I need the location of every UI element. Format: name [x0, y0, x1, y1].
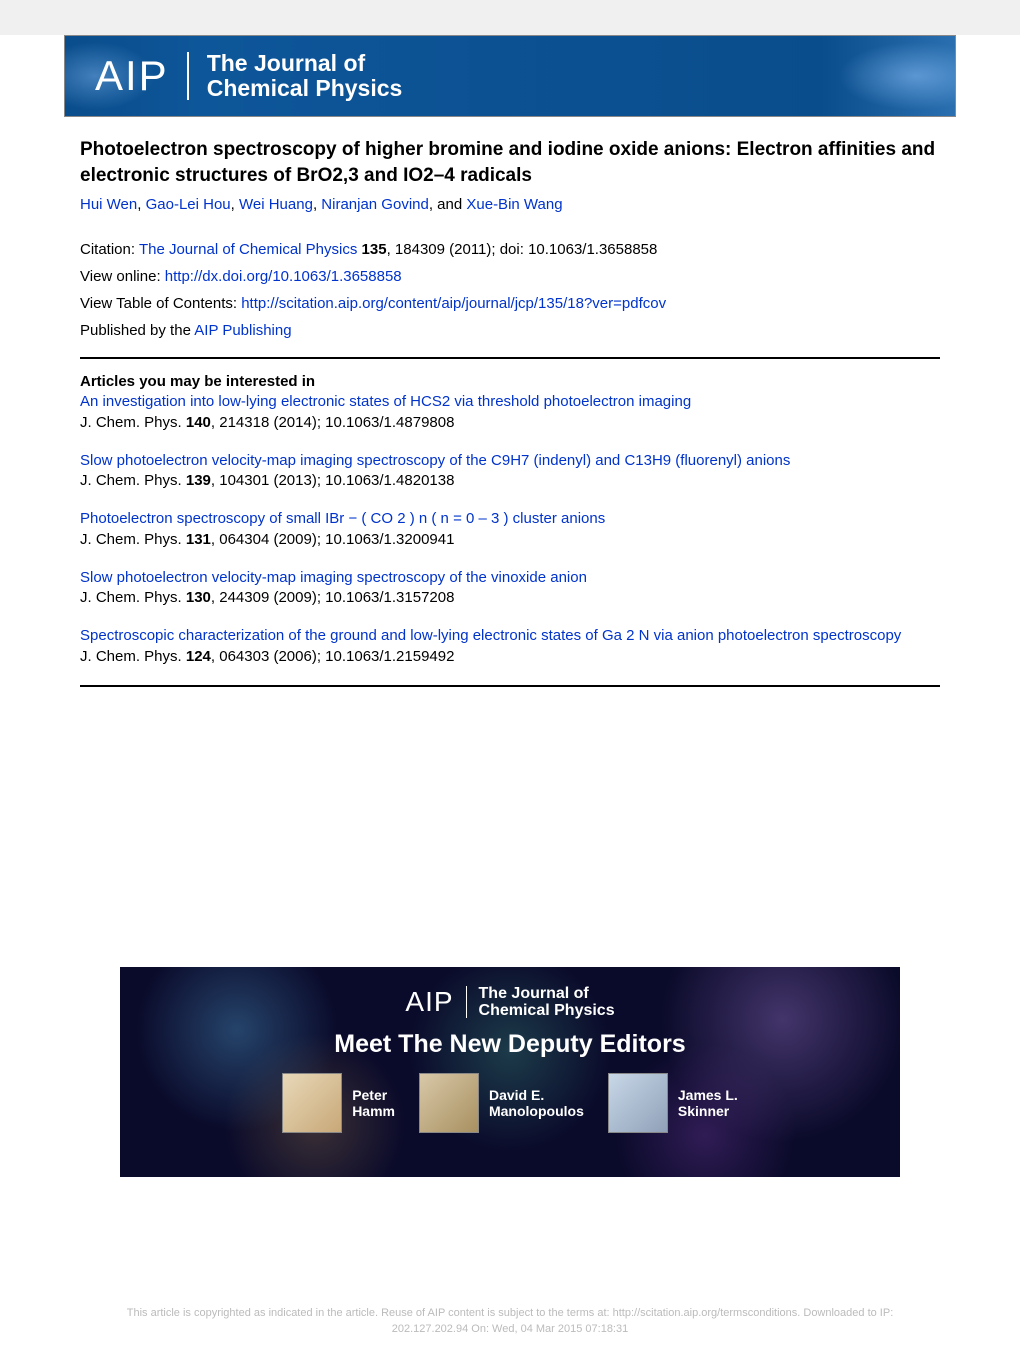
copyright-footer: This article is copyrighted as indicated…	[0, 1306, 1020, 1337]
related-article: Slow photoelectron velocity-map imaging …	[80, 451, 940, 492]
journal-title-line1: The Journal of	[207, 51, 403, 76]
related-citation: J. Chem. Phys. 124, 064303 (2006); 10.10…	[80, 647, 940, 667]
author-link[interactable]: Xue-Bin Wang	[466, 196, 562, 213]
related-title-link[interactable]: An investigation into low-lying electron…	[80, 392, 940, 412]
related-title-link[interactable]: Spectroscopic characterization of the gr…	[80, 626, 940, 646]
editors-row: PeterHamm David E.Manolopoulos James L.S…	[120, 1073, 900, 1133]
bottom-journal-title: The Journal of Chemical Physics	[479, 985, 615, 1020]
editor-name: PeterHamm	[352, 1087, 395, 1119]
related-citation: J. Chem. Phys. 140, 214318 (2014); 10.10…	[80, 413, 940, 433]
footer-line1: This article is copyrighted as indicated…	[40, 1306, 980, 1321]
author-link[interactable]: Gao-Lei Hou	[146, 196, 231, 213]
editor-photo	[608, 1073, 668, 1133]
author-link[interactable]: Hui Wen	[80, 196, 137, 213]
related-article: Spectroscopic characterization of the gr…	[80, 626, 940, 667]
related-article: Photoelectron spectroscopy of small IBr …	[80, 509, 940, 550]
view-toc-line: View Table of Contents: http://scitation…	[80, 295, 940, 312]
author-link[interactable]: Wei Huang	[239, 196, 313, 213]
aip-logo: AIP	[95, 52, 189, 100]
published-by-line: Published by the AIP Publishing	[80, 322, 940, 339]
divider	[80, 357, 940, 359]
journal-link[interactable]: The Journal of Chemical Physics	[139, 241, 357, 258]
bottom-aip-branding: AIP The Journal of Chemical Physics	[405, 985, 614, 1020]
citation-line: Citation: The Journal of Chemical Physic…	[80, 241, 940, 258]
authors: Hui Wen, Gao-Lei Hou, Wei Huang, Niranja…	[80, 196, 940, 213]
footer-line2: 202.127.202.94 On: Wed, 04 Mar 2015 07:1…	[40, 1322, 980, 1337]
editor-photo	[282, 1073, 342, 1133]
journal-title: The Journal of Chemical Physics	[207, 51, 403, 102]
banner-headline: Meet The New Deputy Editors	[120, 1030, 900, 1059]
toc-link[interactable]: http://scitation.aip.org/content/aip/jou…	[241, 295, 666, 312]
related-title-link[interactable]: Slow photoelectron velocity-map imaging …	[80, 451, 940, 471]
editor: James L.Skinner	[608, 1073, 738, 1133]
author-link[interactable]: Niranjan Govind	[321, 196, 429, 213]
related-heading: Articles you may be interested in	[80, 373, 940, 390]
content-area: Photoelectron spectroscopy of higher bro…	[0, 137, 1020, 687]
editor: David E.Manolopoulos	[419, 1073, 584, 1133]
view-online-line: View online: http://dx.doi.org/10.1063/1…	[80, 268, 940, 285]
editor-name: James L.Skinner	[678, 1087, 738, 1119]
header-banner[interactable]: AIP The Journal of Chemical Physics	[64, 35, 956, 117]
bottom-aip-logo: AIP	[405, 986, 466, 1018]
editor-photo	[419, 1073, 479, 1133]
editor: PeterHamm	[282, 1073, 395, 1133]
related-citation: J. Chem. Phys. 130, 244309 (2009); 10.10…	[80, 588, 940, 608]
bottom-banner-content: AIP The Journal of Chemical Physics Meet…	[120, 967, 900, 1133]
editor-name: David E.Manolopoulos	[489, 1087, 584, 1119]
related-citation: J. Chem. Phys. 131, 064304 (2009); 10.10…	[80, 530, 940, 550]
volume: 135	[362, 241, 387, 258]
bottom-ad-banner[interactable]: AIP The Journal of Chemical Physics Meet…	[120, 967, 900, 1177]
related-article: Slow photoelectron velocity-map imaging …	[80, 568, 940, 609]
doi-link[interactable]: http://dx.doi.org/10.1063/1.3658858	[165, 268, 402, 285]
journal-title-line2: Chemical Physics	[207, 76, 403, 101]
related-title-link[interactable]: Slow photoelectron velocity-map imaging …	[80, 568, 940, 588]
related-citation: J. Chem. Phys. 139, 104301 (2013); 10.10…	[80, 471, 940, 491]
article-title: Photoelectron spectroscopy of higher bro…	[80, 137, 940, 188]
related-article: An investigation into low-lying electron…	[80, 392, 940, 433]
publisher-link[interactable]: AIP Publishing	[194, 322, 291, 339]
divider	[80, 685, 940, 687]
page: AIP The Journal of Chemical Physics Phot…	[0, 35, 1020, 1355]
related-title-link[interactable]: Photoelectron spectroscopy of small IBr …	[80, 509, 940, 529]
